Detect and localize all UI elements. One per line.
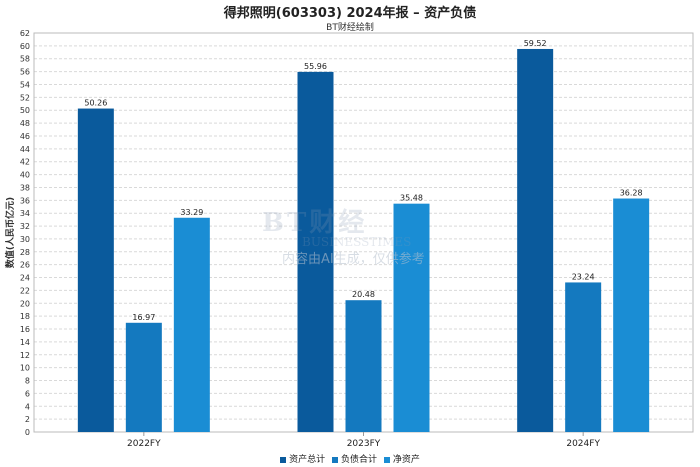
- legend-swatch: [331, 456, 338, 463]
- data-label: 35.48: [400, 194, 423, 203]
- y-tick-label: 6: [25, 389, 30, 398]
- bar: [173, 217, 210, 432]
- y-tick-label: 8: [25, 377, 30, 386]
- chart-subtitle: BT财经绘制: [326, 23, 374, 33]
- y-tick-label: 16: [20, 325, 30, 334]
- y-tick-label: 60: [20, 42, 30, 51]
- bar: [297, 71, 334, 432]
- y-tick-label: 38: [20, 183, 30, 192]
- y-tick-label: 26: [20, 261, 30, 270]
- bar: [345, 300, 382, 432]
- y-tick-label: 24: [20, 274, 30, 283]
- y-tick-label: 10: [20, 364, 30, 373]
- y-tick-label: 46: [20, 132, 30, 141]
- legend-item-liabilities: 负债合计: [331, 452, 377, 465]
- y-tick-label: 52: [20, 93, 30, 102]
- y-tick-label: 50: [20, 106, 30, 115]
- legend-swatch: [383, 456, 390, 463]
- chart-title: 得邦照明(603303) 2024年报 – 资产负债: [223, 6, 477, 21]
- y-tick-label: 22: [20, 286, 30, 295]
- legend-swatch: [280, 456, 287, 463]
- data-label: 50.26: [84, 99, 107, 108]
- bar: [517, 48, 554, 433]
- y-tick-label: 42: [20, 158, 30, 167]
- y-tick-label: 48: [20, 119, 30, 128]
- y-tick-label: 4: [25, 402, 30, 411]
- data-label: 16.97: [132, 313, 155, 322]
- legend-item-assets: 资产总计: [280, 452, 325, 465]
- bars: [77, 48, 650, 433]
- y-tick-label: 54: [20, 80, 30, 89]
- y-tick-label: 2: [25, 415, 30, 424]
- data-label: 55.96: [304, 62, 327, 71]
- x-tick-label: 2024FY: [566, 439, 600, 449]
- y-tick-label: 36: [20, 196, 30, 205]
- y-axis-title: 数值(人民币亿元): [4, 197, 16, 268]
- y-tick-label: 32: [20, 222, 30, 231]
- y-tick-label: 18: [20, 312, 30, 321]
- y-tick-label: 40: [20, 171, 30, 180]
- y-tick-label: 58: [20, 55, 30, 64]
- y-tick-label: 34: [20, 209, 30, 218]
- y-tick-label: 28: [20, 248, 30, 257]
- data-label: 36.28: [620, 189, 643, 198]
- bar: [613, 198, 650, 432]
- x-tick-label: 2023FY: [347, 439, 381, 449]
- data-label: 33.29: [180, 208, 203, 217]
- y-tick-label: 56: [20, 68, 30, 77]
- y-tick-label: 20: [20, 299, 30, 308]
- data-label: 59.52: [524, 39, 547, 48]
- y-tick-label: 12: [20, 351, 30, 360]
- y-tick-label: 62: [20, 29, 30, 38]
- y-tick-label: 0: [25, 428, 30, 437]
- chart-legend: 资产总计 负债合计 净资产: [0, 452, 700, 465]
- bar: [393, 203, 430, 432]
- legend-item-net-assets: 净资产: [383, 452, 420, 465]
- data-labels: 50.26 16.97 33.29 55.96 20.48 35.48 59.52 23.24…: [84, 39, 642, 322]
- data-label: 23.24: [572, 272, 595, 281]
- bar: [565, 282, 602, 432]
- y-tick-label: 30: [20, 235, 30, 244]
- y-tick-label: 44: [20, 145, 30, 154]
- x-tick-label: 2022FY: [127, 439, 161, 449]
- data-label: 20.48: [352, 290, 375, 299]
- bar: [77, 108, 114, 432]
- bar: [125, 322, 162, 432]
- y-tick-label: 14: [20, 338, 30, 347]
